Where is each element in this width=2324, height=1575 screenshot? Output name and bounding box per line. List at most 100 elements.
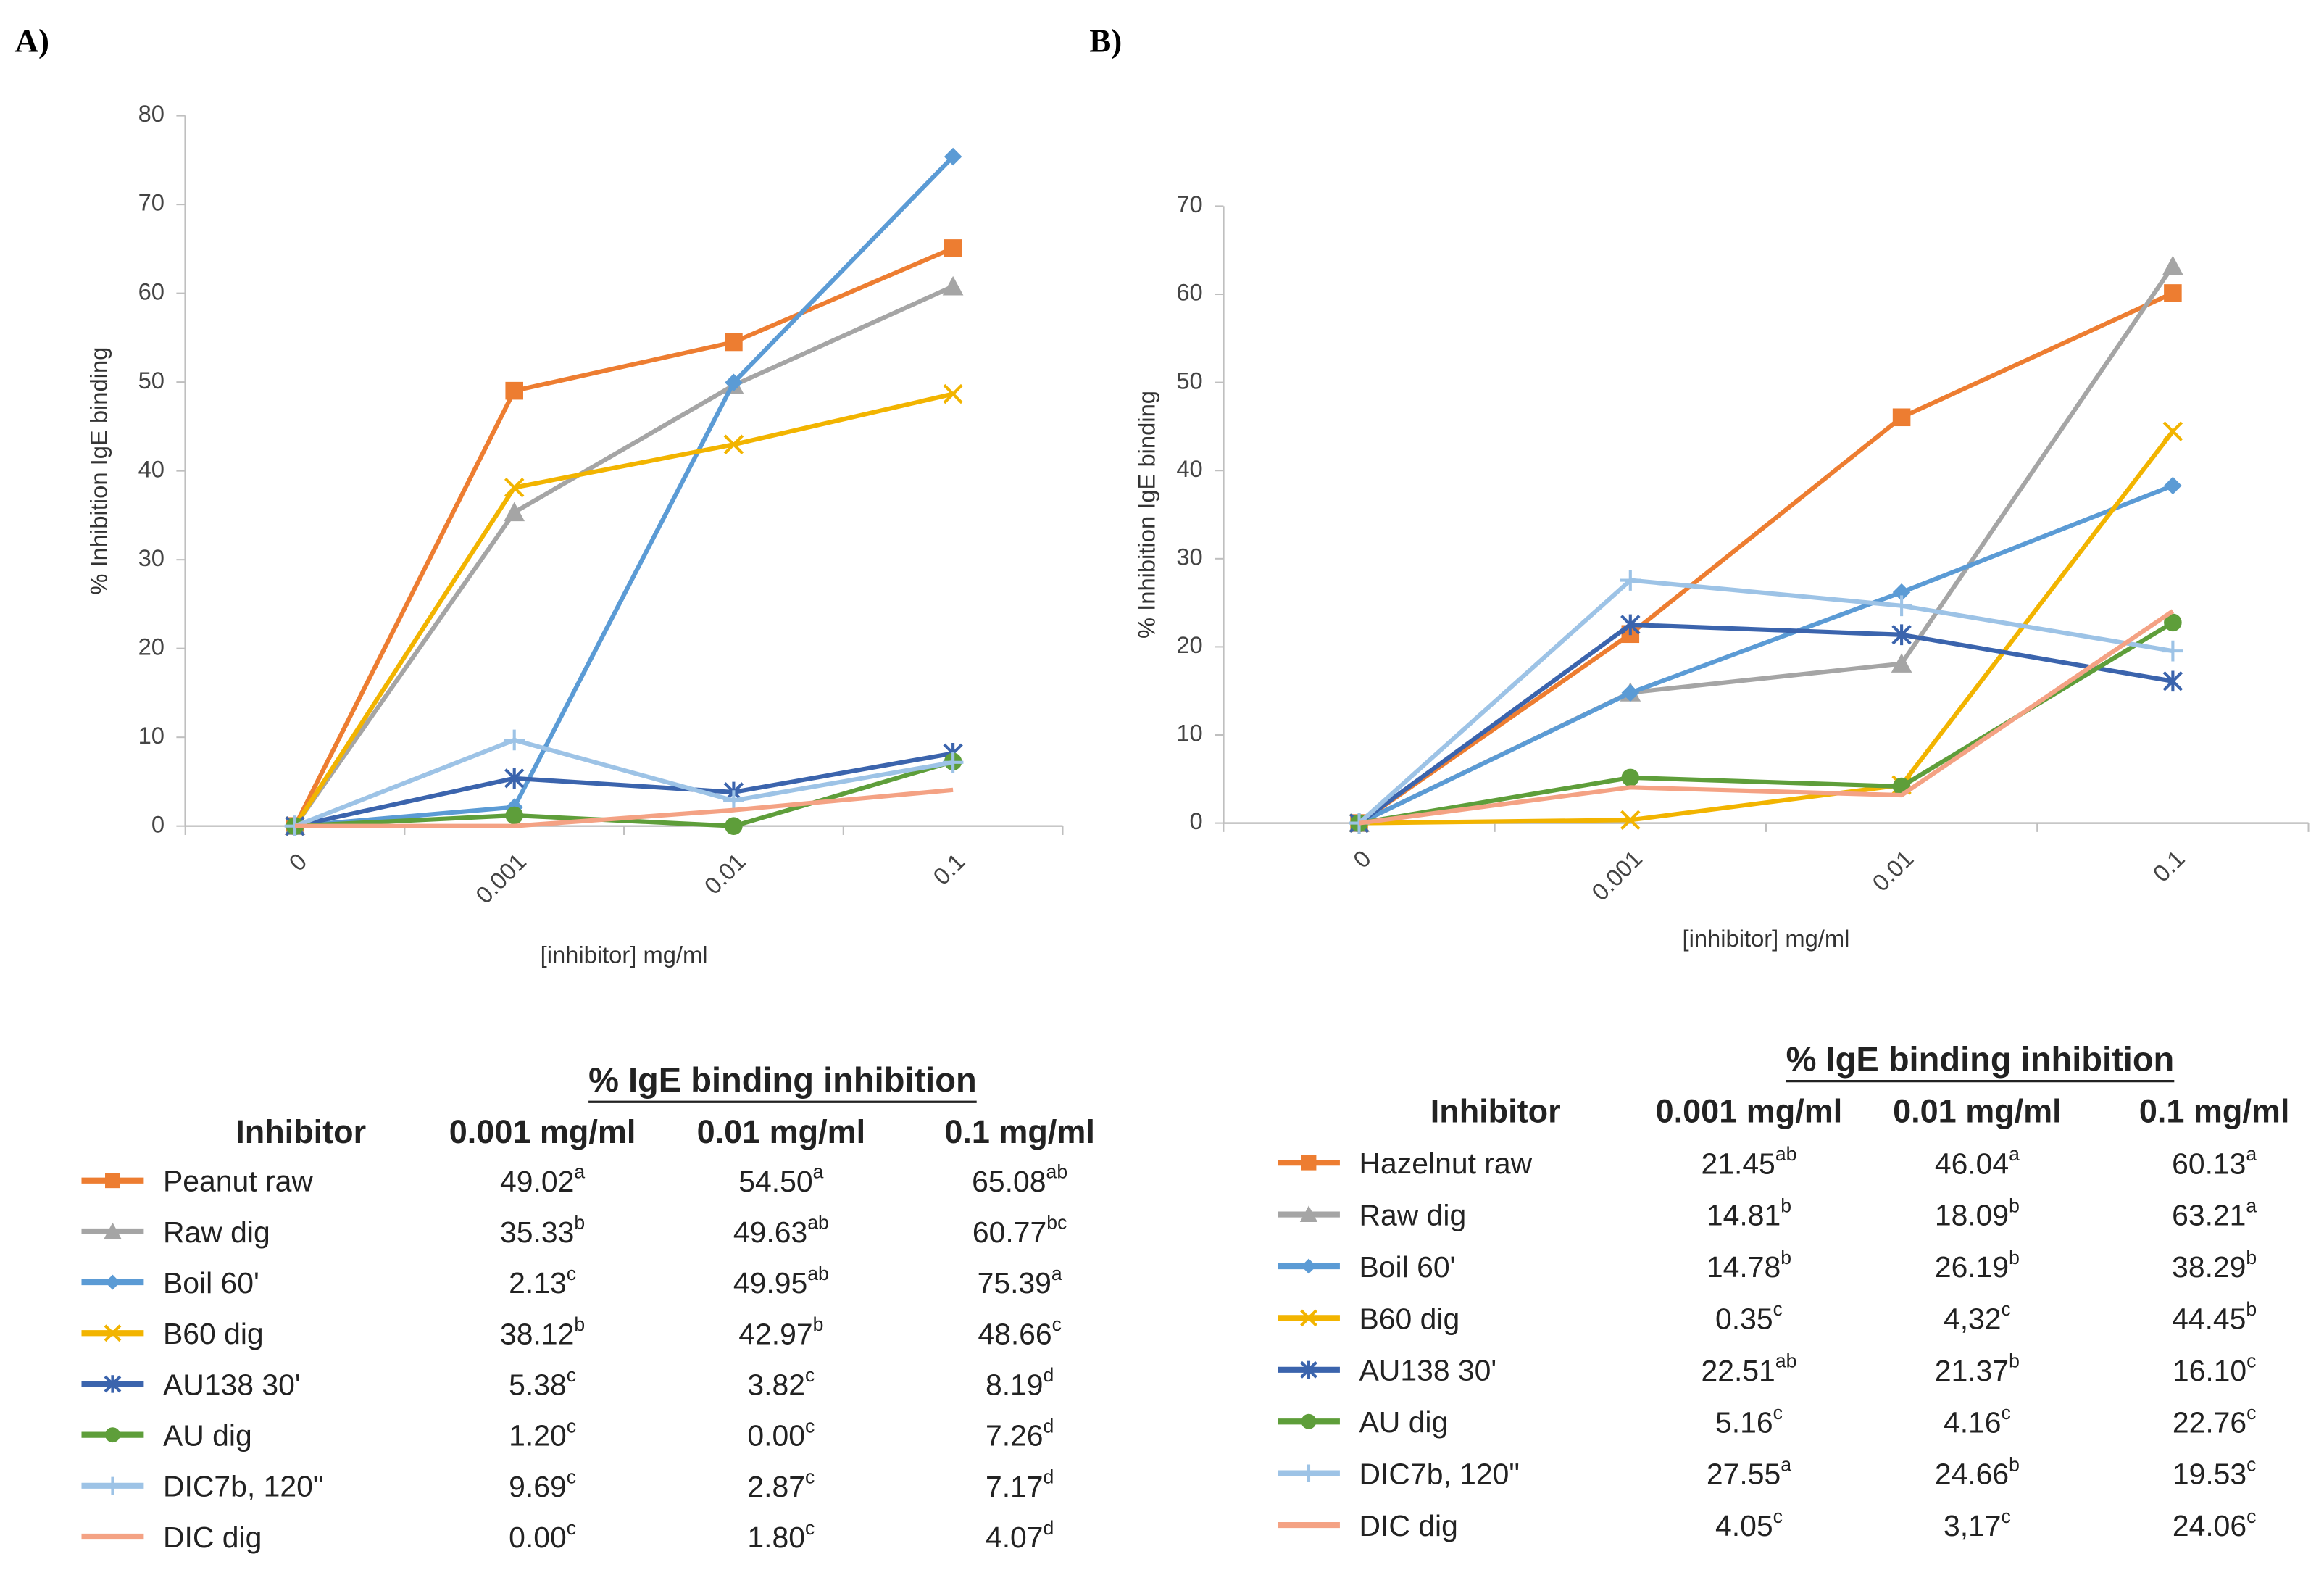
table-title: % IgE binding inhibition bbox=[1786, 1039, 2175, 1078]
marker bbox=[944, 147, 962, 166]
y-tick-label: 30 bbox=[1176, 543, 1202, 570]
table-cell: 26.19b bbox=[1935, 1247, 2020, 1284]
marker bbox=[2164, 613, 2182, 632]
cell-value: 60.13 bbox=[2172, 1147, 2246, 1180]
table-cell: 49.95ab bbox=[733, 1263, 829, 1300]
panel-label: A) bbox=[14, 23, 49, 59]
marker bbox=[505, 381, 523, 400]
marker bbox=[2162, 670, 2183, 692]
cell-value: 27.55 bbox=[1707, 1458, 1781, 1491]
cell-superscript: c bbox=[567, 1517, 576, 1539]
table-cell: 5.16c bbox=[1715, 1402, 1783, 1439]
cell-value: 14.78 bbox=[1707, 1250, 1781, 1284]
table-header: 0.01 mg/ml bbox=[697, 1113, 866, 1150]
table-cell: 19.53c bbox=[2173, 1453, 2257, 1490]
y-tick-label: 0 bbox=[1190, 807, 1203, 834]
cell-value: 3,17 bbox=[1944, 1509, 2002, 1542]
table-cell: 60.13a bbox=[2172, 1143, 2257, 1180]
table-cell: 38.29b bbox=[2172, 1247, 2257, 1284]
row-name: B60 dig bbox=[1359, 1302, 1460, 1335]
cell-value: 5.16 bbox=[1715, 1405, 1773, 1439]
marker bbox=[725, 333, 743, 352]
cell-value: 19.53 bbox=[2173, 1458, 2246, 1491]
marker bbox=[942, 275, 964, 296]
marker bbox=[2162, 255, 2183, 275]
marker bbox=[504, 768, 525, 789]
cell-superscript: a bbox=[813, 1161, 824, 1183]
marker bbox=[1620, 614, 1641, 636]
table-cell: 4.07d bbox=[986, 1517, 1054, 1554]
y-tick-label: 50 bbox=[1176, 367, 1202, 394]
row-name: AU138 30' bbox=[163, 1368, 301, 1401]
table-cell: 22.76c bbox=[2173, 1402, 2257, 1439]
marker bbox=[504, 729, 525, 751]
table-cell: 65.08ab bbox=[972, 1161, 1067, 1198]
marker bbox=[504, 477, 525, 498]
table-cell: 4,32c bbox=[1944, 1298, 2011, 1335]
cell-superscript: d bbox=[1044, 1517, 1054, 1539]
marker bbox=[1620, 810, 1641, 831]
table-cell: 0.35c bbox=[1715, 1298, 1783, 1335]
row-name: DIC7b, 120" bbox=[1359, 1458, 1520, 1491]
marker bbox=[1301, 1155, 1317, 1171]
marker bbox=[104, 1222, 122, 1239]
cell-superscript: c bbox=[805, 1466, 815, 1488]
marker bbox=[942, 752, 964, 773]
row-name: AU dig bbox=[1359, 1405, 1449, 1439]
table-cell: 49.02a bbox=[500, 1161, 585, 1198]
cell-superscript: ab bbox=[1046, 1161, 1068, 1183]
marker bbox=[725, 373, 743, 392]
cell-superscript: b bbox=[2246, 1247, 2257, 1268]
cell-superscript: c bbox=[1052, 1313, 1062, 1335]
row-name: Boil 60' bbox=[163, 1266, 259, 1300]
y-tick-label: 30 bbox=[138, 544, 164, 571]
cell-value: 44.45 bbox=[2172, 1302, 2246, 1335]
series-line bbox=[1358, 483, 2174, 826]
series-line bbox=[295, 787, 954, 828]
cell-value: 1.20 bbox=[509, 1419, 567, 1453]
cell-superscript: ab bbox=[1775, 1350, 1797, 1372]
marker bbox=[504, 502, 525, 522]
cell-superscript: b bbox=[2009, 1194, 2020, 1216]
series-line bbox=[293, 391, 954, 828]
cell-superscript: ab bbox=[807, 1263, 829, 1284]
marker bbox=[2164, 284, 2182, 302]
row-name: Raw dig bbox=[1359, 1198, 1467, 1231]
cell-value: 2.87 bbox=[747, 1470, 805, 1503]
table-cell: 0.00c bbox=[509, 1517, 576, 1554]
table-cell: 2.13c bbox=[509, 1263, 576, 1300]
y-axis-label: % Inhibition IgE binding bbox=[86, 347, 112, 595]
cell-value: 24.66 bbox=[1935, 1458, 2009, 1491]
cell-superscript: d bbox=[1044, 1415, 1054, 1437]
marker bbox=[104, 1324, 122, 1342]
cell-superscript: a bbox=[2246, 1194, 2257, 1216]
cell-superscript: ab bbox=[807, 1212, 829, 1234]
table-cell: 22.51ab bbox=[1701, 1350, 1796, 1387]
row-name: Peanut raw bbox=[163, 1165, 313, 1198]
marker bbox=[1620, 570, 1641, 591]
y-tick-label: 60 bbox=[1176, 279, 1202, 306]
cell-value: 18.09 bbox=[1935, 1198, 2009, 1231]
table-header: 0.001 mg/ml bbox=[449, 1113, 636, 1150]
x-axis-label: [inhibitor] mg/ml bbox=[1683, 925, 1850, 952]
x-tick-label: 0.01 bbox=[1867, 845, 1918, 897]
x-tick-label: 0.01 bbox=[699, 848, 751, 899]
series-line bbox=[1357, 291, 2174, 826]
cell-value: 7.26 bbox=[986, 1419, 1044, 1453]
row-name: Boil 60' bbox=[1359, 1250, 1456, 1284]
cell-superscript: c bbox=[2246, 1453, 2256, 1475]
series-line bbox=[293, 246, 954, 828]
marker bbox=[723, 434, 744, 454]
table-cell: 8.19d bbox=[986, 1364, 1054, 1401]
cell-value: 4,32 bbox=[1944, 1302, 2002, 1335]
table-cell: 24.66b bbox=[1935, 1453, 2020, 1490]
cell-value: 3.82 bbox=[747, 1368, 805, 1401]
y-axis-label: % Inhibition IgE binding bbox=[1133, 391, 1160, 639]
cell-superscript: b bbox=[1781, 1194, 1791, 1216]
marker bbox=[105, 1427, 120, 1443]
cell-superscript: c bbox=[805, 1517, 815, 1539]
marker bbox=[505, 806, 523, 825]
series-line bbox=[294, 759, 954, 828]
marker bbox=[2164, 476, 2182, 495]
